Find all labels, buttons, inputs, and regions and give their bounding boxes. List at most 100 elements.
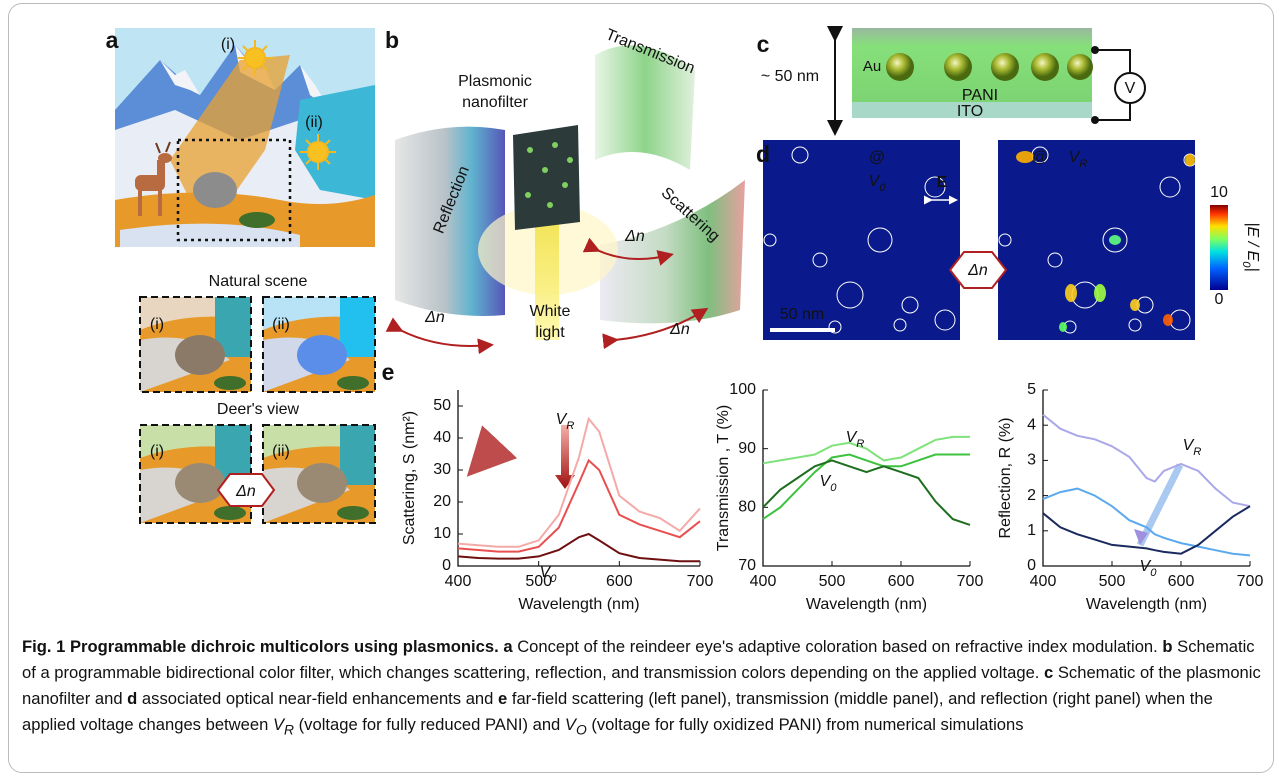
- x-tick-label: 400: [750, 573, 777, 590]
- caption-run: associated optical near-field enhancemen…: [137, 689, 498, 708]
- y-tick-label: 20: [433, 493, 451, 510]
- y-tick-label: 40: [433, 429, 451, 446]
- y-tick-label: 0: [442, 557, 451, 574]
- decoration: [1031, 53, 1059, 81]
- series-line: [763, 437, 970, 463]
- y-axis-label: Scattering, S (nm²): [401, 411, 418, 545]
- annotation: V0: [1140, 558, 1158, 579]
- decoration: [1163, 314, 1173, 326]
- x-tick-label: 500: [1099, 573, 1126, 590]
- decoration: [552, 142, 558, 148]
- white-light-label: White: [530, 303, 571, 320]
- at-label: @: [869, 149, 885, 166]
- inset-label: (ii): [272, 316, 290, 333]
- field-label: E: [937, 174, 948, 191]
- page: Figure {"figure": { "panel_labels": ["a"…: [0, 0, 1284, 780]
- inset-label: (i): [150, 443, 164, 460]
- decoration: [1130, 299, 1140, 311]
- ito-label: ITO: [957, 103, 983, 120]
- decoration: [991, 53, 1019, 81]
- decoration: [1109, 235, 1121, 245]
- annotation: VR: [1183, 437, 1202, 458]
- y-tick-label: 70: [738, 557, 756, 574]
- y-tick-label: 10: [433, 525, 451, 542]
- colorbar-min: 0: [1215, 291, 1224, 308]
- y-tick-label: 4: [1027, 416, 1036, 433]
- filter-label: Plasmonic: [458, 73, 532, 90]
- decoration: [1210, 205, 1228, 290]
- x-tick-label: 700: [957, 573, 984, 590]
- decoration: [1067, 54, 1093, 80]
- axis-line: [458, 390, 700, 566]
- voltage-label: V: [1125, 80, 1136, 97]
- colorbar-max: 10: [1210, 184, 1228, 201]
- annotation-sub: 0: [1150, 567, 1157, 579]
- y-tick-label: 3: [1027, 452, 1036, 469]
- annotation: V0: [820, 473, 838, 494]
- decoration: [158, 153, 172, 163]
- panel-label: d: [756, 141, 770, 167]
- x-axis-label: Wavelength (nm): [806, 596, 927, 613]
- decoration: [567, 157, 573, 163]
- delta-label: Δn: [669, 321, 690, 338]
- y-tick-label: 100: [729, 381, 756, 398]
- decoration: [337, 376, 369, 390]
- voltage-label-sub: 0: [879, 182, 886, 194]
- y-tick-label: 5: [1027, 381, 1036, 398]
- decoration: [542, 167, 548, 173]
- sun-label: (i): [221, 36, 235, 53]
- x-axis-label: Wavelength (nm): [1086, 596, 1207, 613]
- decoration: [337, 506, 369, 520]
- x-tick-label: 400: [445, 573, 472, 590]
- caption-run: V: [565, 715, 576, 734]
- decoration: [175, 335, 225, 375]
- decoration: [1091, 46, 1099, 54]
- white-light-label: light: [535, 324, 565, 341]
- series-line: [1043, 415, 1250, 507]
- x-tick-label: 700: [687, 573, 714, 590]
- caption-subscript: R: [284, 721, 294, 737]
- body: abcde(i)(ii)Natural sceneDeer's view(i)(…: [0, 0, 1284, 780]
- y-tick-label: 90: [738, 440, 756, 457]
- at-label: @: [1032, 149, 1048, 166]
- decoration: [175, 463, 225, 503]
- delta-label: Δn: [967, 262, 988, 279]
- decoration: [562, 182, 568, 188]
- colorbar-label-end: |: [1244, 267, 1261, 271]
- pani-label: PANI: [962, 87, 998, 104]
- decoration: [157, 160, 165, 180]
- decoration: [158, 190, 162, 216]
- decoration: [1059, 322, 1067, 332]
- decoration: [513, 125, 580, 230]
- caption-run: V: [273, 715, 284, 734]
- caption-run: Fig. 1 Programmable dichroic multicolors…: [22, 637, 499, 656]
- decoration: [239, 212, 275, 228]
- caption-subscript: O: [576, 721, 587, 737]
- decoration: [998, 140, 1195, 340]
- delta-label: Δn: [235, 483, 256, 500]
- x-tick-label: 400: [1030, 573, 1057, 590]
- voltage-label-sub: R: [1079, 158, 1087, 170]
- series-line: [763, 455, 970, 520]
- panel-label: c: [757, 31, 770, 57]
- colorbar-label-main: |E / E: [1244, 222, 1261, 261]
- decoration: [1091, 116, 1099, 124]
- y-tick-label: 30: [433, 461, 451, 478]
- thickness-label: ~ 50 nm: [761, 68, 819, 85]
- y-axis-label: Reflection, R (%): [997, 418, 1014, 539]
- x-tick-label: 600: [1168, 573, 1195, 590]
- caption-run: Concept of the reindeer eye's adaptive c…: [513, 637, 1163, 656]
- annotation-sub: 0: [550, 573, 557, 585]
- decoration: [1065, 284, 1077, 302]
- device-schematic: [835, 28, 1145, 132]
- decoration: [886, 53, 914, 81]
- x-axis-label: Wavelength (nm): [518, 596, 639, 613]
- inset-label: (i): [150, 316, 164, 333]
- decoration: [527, 147, 533, 153]
- annotation: VR: [846, 429, 865, 450]
- annotation-sub: R: [566, 420, 574, 432]
- caption-run: b: [1162, 637, 1172, 656]
- decoration: [297, 335, 347, 375]
- decoration: [944, 53, 972, 81]
- x-tick-label: 600: [888, 573, 915, 590]
